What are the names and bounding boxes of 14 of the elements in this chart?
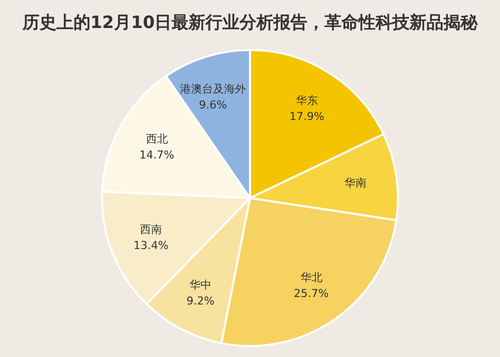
chart-title: 历史上的12月10日最新行业分析报告，革命性科技新品揭秘 bbox=[21, 13, 479, 33]
data-label: 9.6% bbox=[199, 98, 227, 112]
data-label: 25.7% bbox=[294, 287, 329, 300]
slice-label: 华东 bbox=[296, 94, 318, 107]
data-label: 14.7% bbox=[139, 148, 174, 162]
data-label: 13.4% bbox=[133, 239, 168, 252]
slice-label: 华北 bbox=[300, 271, 322, 284]
slice-label: 华南 bbox=[344, 176, 366, 190]
slice-label: 港澳台及海外 bbox=[180, 82, 246, 96]
slice-label: 西北 bbox=[146, 132, 168, 146]
data-label: 17.9% bbox=[289, 110, 324, 123]
slice-label: 西南 bbox=[140, 223, 162, 236]
slice-label: 华中 bbox=[189, 278, 212, 292]
data-label: 9.2% bbox=[186, 294, 214, 308]
